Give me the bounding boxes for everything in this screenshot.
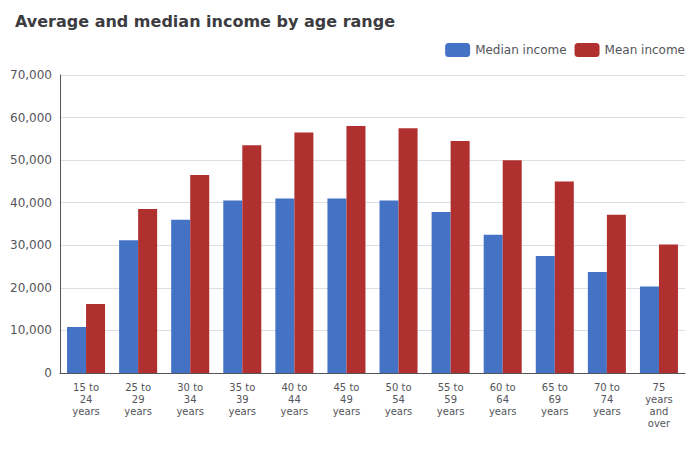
svg-text:20,000: 20,000 bbox=[10, 281, 52, 295]
svg-text:10,000: 10,000 bbox=[10, 323, 52, 337]
svg-text:years: years bbox=[385, 406, 413, 417]
svg-text:years: years bbox=[489, 406, 517, 417]
svg-text:years: years bbox=[645, 394, 673, 405]
svg-text:over: over bbox=[648, 418, 671, 429]
svg-text:34: 34 bbox=[184, 394, 197, 405]
svg-text:45 to: 45 to bbox=[333, 382, 359, 393]
svg-text:49: 49 bbox=[340, 394, 353, 405]
svg-text:and: and bbox=[650, 406, 669, 417]
svg-text:Mean income: Mean income bbox=[605, 43, 685, 57]
svg-text:Average and median income by a: Average and median income by age range bbox=[15, 12, 395, 31]
svg-text:65 to: 65 to bbox=[542, 382, 568, 393]
svg-text:years: years bbox=[229, 406, 257, 417]
svg-text:50 to: 50 to bbox=[386, 382, 412, 393]
svg-text:75: 75 bbox=[653, 382, 666, 393]
svg-text:69: 69 bbox=[548, 394, 561, 405]
svg-text:74: 74 bbox=[601, 394, 614, 405]
svg-text:70 to: 70 to bbox=[594, 382, 620, 393]
svg-text:35 to: 35 to bbox=[229, 382, 255, 393]
svg-text:55 to: 55 to bbox=[438, 382, 464, 393]
svg-text:years: years bbox=[176, 406, 204, 417]
svg-text:30 to: 30 to bbox=[177, 382, 203, 393]
svg-text:years: years bbox=[333, 406, 361, 417]
svg-text:years: years bbox=[124, 406, 152, 417]
svg-text:24: 24 bbox=[80, 394, 93, 405]
svg-text:Median income: Median income bbox=[475, 43, 566, 57]
svg-text:70,000: 70,000 bbox=[10, 68, 52, 82]
svg-text:years: years bbox=[541, 406, 569, 417]
svg-text:60 to: 60 to bbox=[490, 382, 516, 393]
svg-text:39: 39 bbox=[236, 394, 249, 405]
svg-text:30,000: 30,000 bbox=[10, 238, 52, 252]
svg-text:54: 54 bbox=[392, 394, 405, 405]
svg-text:40,000: 40,000 bbox=[10, 196, 52, 210]
svg-text:years: years bbox=[281, 406, 309, 417]
svg-text:59: 59 bbox=[444, 394, 457, 405]
svg-text:years: years bbox=[437, 406, 465, 417]
svg-text:60,000: 60,000 bbox=[10, 111, 52, 125]
svg-text:0: 0 bbox=[44, 366, 52, 380]
svg-text:44: 44 bbox=[288, 394, 301, 405]
svg-text:40 to: 40 to bbox=[281, 382, 307, 393]
svg-text:50,000: 50,000 bbox=[10, 153, 52, 167]
svg-text:15 to: 15 to bbox=[73, 382, 99, 393]
svg-text:years: years bbox=[72, 406, 100, 417]
svg-text:years: years bbox=[593, 406, 621, 417]
svg-text:64: 64 bbox=[496, 394, 509, 405]
svg-text:25 to: 25 to bbox=[125, 382, 151, 393]
svg-text:29: 29 bbox=[132, 394, 145, 405]
